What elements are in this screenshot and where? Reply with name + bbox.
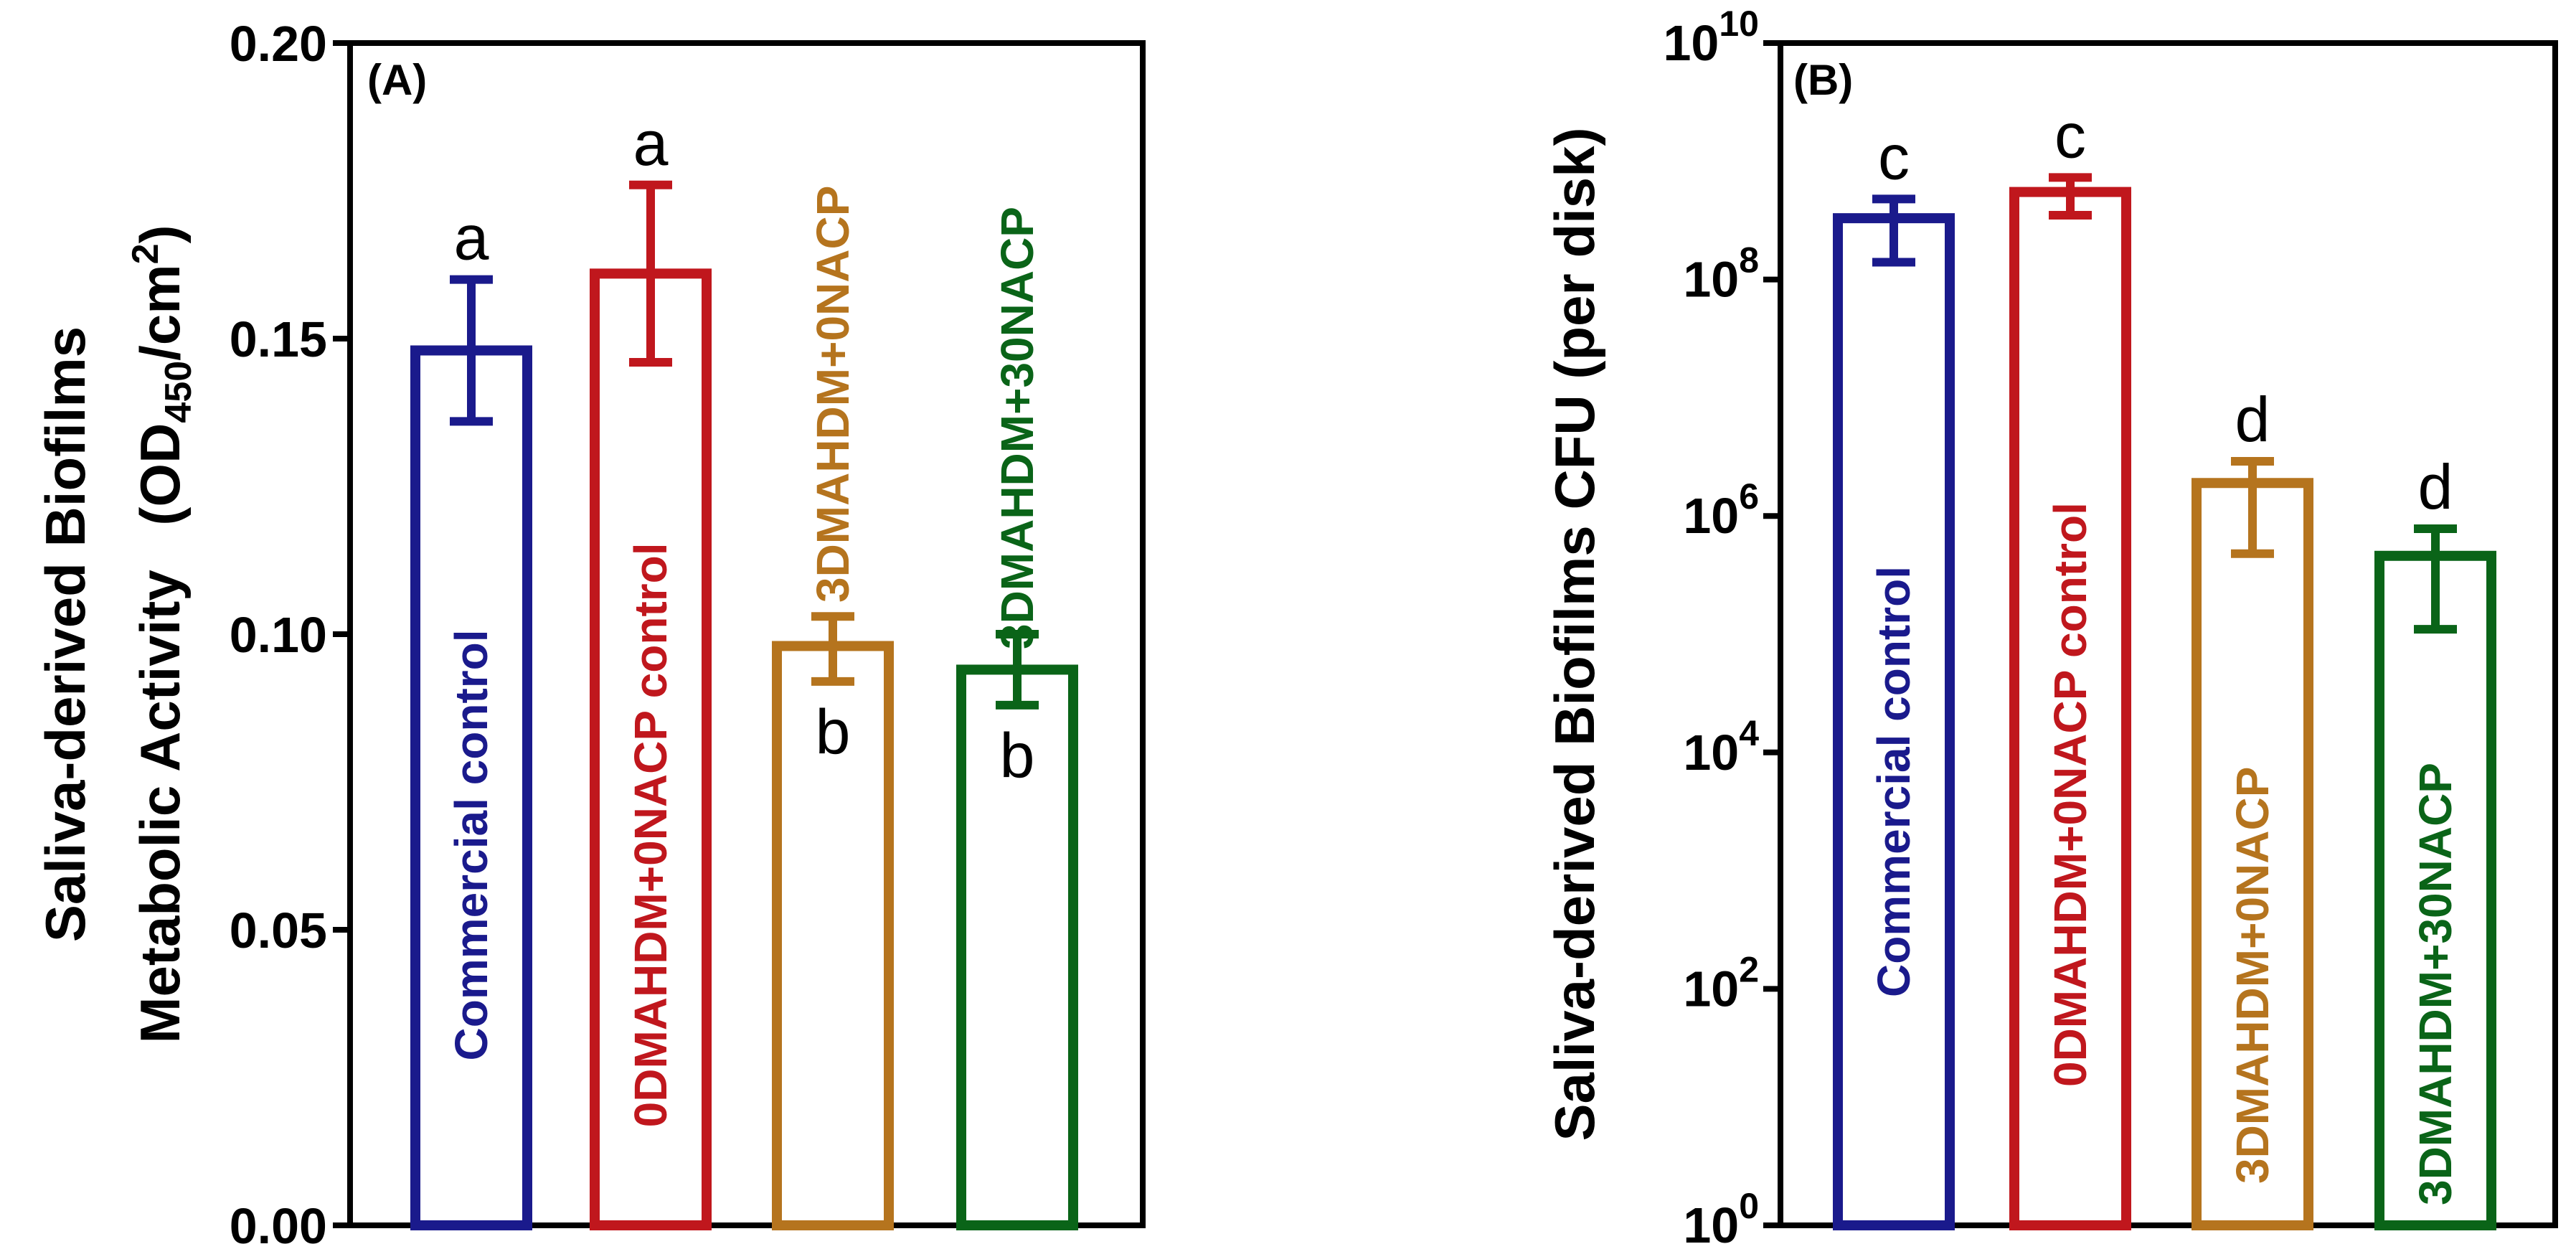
bar-label-0dmahdm-0nacp-control: 0DMAHDM+0NACP control [2044, 502, 2096, 1087]
bar-label-0dmahdm-0nacp-control: 0DMAHDM+0NACP control [625, 542, 676, 1127]
bar-label-3dmahdm-30nacp: 3DMAHDM+30NACP [991, 207, 1043, 649]
y-tick-label: 0.00 [230, 1198, 327, 1244]
bar-group-3dmahdm-30nacp: 3DMAHDM+30NACP b [956, 207, 1078, 1230]
y-axis-title-a-line2: Metabolic Activity (OD450/cm2) [125, 225, 199, 1044]
y-axis-title-a-sup: 2 [125, 243, 166, 264]
bar-label-3dmahdm-0nacp: 3DMAHDM+0NACP [807, 186, 859, 603]
significance-letter: d [2235, 384, 2270, 455]
y-tick-exponent: 6 [1739, 476, 1759, 517]
y-tick-exponent: 0 [1739, 1186, 1759, 1226]
y-tick-base: 10 [1683, 1197, 1739, 1244]
y-tick-label: 106 [1683, 476, 1759, 544]
y-tick-exponent: 4 [1739, 713, 1759, 753]
y-tick-label: 102 [1683, 949, 1759, 1017]
y-tick-label: 0.20 [230, 16, 327, 72]
plot-frame-b [1778, 40, 2558, 1228]
y-axis-title-a: Saliva-derived Biofilms [34, 326, 97, 942]
bar-label-3dmahdm-30nacp: 3DMAHDM+30NACP [2410, 763, 2461, 1205]
y-tick-base: 10 [1683, 252, 1739, 308]
y-tick-label: 108 [1683, 240, 1759, 308]
significance-letter: a [454, 202, 489, 273]
y-tick-base: 10 [1683, 961, 1739, 1017]
bar-group-3dmahdm-0nacp: 3DMAHDM+0NACP d [2192, 384, 2313, 1231]
bar-label-commercial-control: Commercial control [1868, 566, 1920, 997]
significance-letter: b [816, 696, 851, 767]
significance-letter: c [1878, 121, 1910, 192]
y-axis-ticks-a: 0.00 0.05 0.10 0.15 0.20 [230, 16, 350, 1244]
bar-group-commercial-control: Commercial control a [410, 202, 532, 1231]
chart-b: (B) Saliva-derived Biofilms CFU (per dis… [1543, 4, 2558, 1244]
y-tick-label: 100 [1683, 1186, 1759, 1244]
panel-label-b: (B) [1793, 56, 1853, 104]
significance-letter: b [1000, 720, 1035, 791]
y-tick-base: 10 [1683, 488, 1739, 544]
y-tick-base: 10 [1683, 725, 1739, 781]
y-tick-label: 0.10 [230, 607, 327, 663]
y-axis-title-a-close: ) [128, 225, 192, 244]
bar-group-3dmahdm-0nacp: 3DMAHDM+0NACP b [772, 186, 894, 1230]
bar-group-commercial-control: Commercial control c [1833, 121, 1955, 1230]
y-tick-label: 0.15 [230, 311, 327, 367]
y-axis-title-b: Saliva-derived Biofilms CFU (per disk) [1543, 127, 1606, 1141]
y-axis-title-a-main: Metabolic Activity [128, 570, 192, 1043]
y-axis-title-a-mid: /cm [128, 264, 192, 360]
chart-a: (A) Saliva-derived Biofilms Metabolic Ac… [34, 16, 1146, 1244]
significance-letter: a [633, 108, 669, 179]
y-tick-base: 10 [1664, 15, 1719, 71]
y-tick-exponent: 2 [1739, 949, 1759, 989]
y-axis-title-a-unit: (OD [128, 423, 192, 526]
bar-group-0dmahdm-0nacp-control: 0DMAHDM+0NACP control c [2009, 100, 2131, 1230]
y-axis-title-a-sub: 450 [158, 361, 199, 423]
panel-label-a: (A) [367, 56, 427, 104]
bar-group-0dmahdm-0nacp-control: 0DMAHDM+0NACP control a [590, 108, 712, 1230]
y-tick-label: 0.05 [230, 903, 327, 958]
significance-letter: d [2418, 451, 2453, 522]
y-tick-exponent: 10 [1719, 4, 1759, 44]
y-tick-label: 104 [1683, 713, 1759, 781]
y-tick-label: 1010 [1664, 4, 1760, 71]
y-tick-exponent: 8 [1739, 240, 1759, 281]
significance-letter: c [2054, 100, 2086, 171]
bar-group-3dmahdm-30nacp: 3DMAHDM+30NACP d [2374, 451, 2496, 1230]
bar-label-3dmahdm-0nacp: 3DMAHDM+0NACP [2227, 767, 2278, 1184]
bar-label-commercial-control: Commercial control [445, 629, 497, 1060]
